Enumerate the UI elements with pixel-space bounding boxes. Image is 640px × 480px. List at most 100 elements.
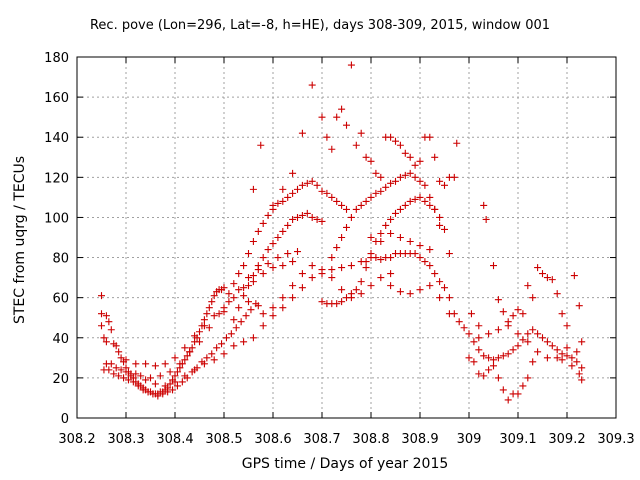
data-point (132, 370, 140, 378)
data-point (338, 264, 346, 272)
data-point (105, 318, 113, 326)
data-point (578, 338, 586, 346)
data-point (470, 358, 478, 366)
data-point (539, 270, 546, 278)
data-point (441, 181, 448, 189)
data-point (377, 274, 385, 282)
data-point (100, 334, 108, 342)
data-point (107, 326, 115, 334)
data-point (416, 286, 424, 294)
data-point (102, 338, 110, 346)
data-point (347, 262, 355, 270)
data-point (181, 344, 189, 352)
data-point (142, 376, 150, 384)
data-point (514, 342, 522, 350)
data-point (132, 360, 140, 368)
data-point (235, 286, 243, 294)
data-point (279, 197, 287, 205)
data-point (105, 366, 113, 374)
data-point (151, 380, 159, 388)
data-point (543, 274, 551, 282)
grid-lines (77, 57, 616, 418)
data-point (573, 358, 581, 366)
data-point (490, 262, 497, 270)
data-point (318, 298, 326, 306)
data-point (543, 354, 551, 362)
data-point (347, 290, 355, 298)
data-point (210, 312, 218, 320)
data-point (416, 157, 424, 165)
data-point (514, 330, 522, 338)
data-point (529, 294, 537, 302)
data-point (328, 145, 336, 153)
data-point (401, 149, 409, 157)
data-point (529, 326, 537, 334)
data-point (156, 372, 164, 380)
data-point (196, 338, 203, 346)
data-point (480, 372, 488, 380)
data-point (164, 388, 172, 396)
data-point (563, 344, 571, 352)
data-point (519, 336, 527, 344)
data-point (338, 286, 346, 294)
data-point (308, 262, 316, 270)
data-point (575, 370, 583, 378)
data-point (98, 292, 105, 300)
data-point (387, 254, 395, 262)
data-point (441, 284, 448, 292)
data-point (225, 298, 233, 306)
data-point (396, 141, 404, 149)
data-point (377, 229, 385, 237)
data-point (191, 366, 199, 374)
data-point (480, 352, 488, 360)
data-point (431, 205, 439, 213)
data-point (235, 304, 243, 312)
data-point (416, 242, 424, 250)
data-point (362, 264, 370, 272)
data-point (122, 356, 130, 364)
data-point (485, 366, 493, 374)
data-point (240, 262, 248, 270)
data-point (134, 382, 142, 390)
data-point (129, 378, 137, 386)
data-point (357, 201, 365, 209)
y-tick-label: 60 (52, 292, 69, 307)
data-point (426, 282, 434, 290)
data-point (519, 310, 527, 318)
data-point (436, 278, 444, 286)
data-point (166, 380, 174, 388)
data-point (284, 193, 292, 201)
data-point (406, 169, 414, 177)
data-point (203, 310, 211, 318)
data-point (377, 256, 385, 264)
data-point (575, 302, 583, 310)
data-point (343, 121, 350, 129)
data-point (499, 352, 507, 360)
data-point (294, 213, 301, 221)
data-point (289, 189, 297, 197)
y-tick-label: 0 (61, 412, 69, 427)
data-point (245, 282, 252, 290)
data-point (475, 346, 483, 354)
data-point (475, 322, 483, 330)
data-point (460, 324, 468, 332)
data-point (289, 282, 297, 290)
data-point (220, 308, 228, 316)
data-point (230, 280, 238, 288)
data-point (308, 274, 316, 282)
data-point (176, 360, 184, 368)
data-point (151, 362, 159, 370)
x-tick-label: 309.1 (499, 432, 536, 447)
data-point (249, 238, 257, 246)
data-point (445, 310, 453, 318)
data-point (467, 310, 475, 318)
x-tick-label: 309.2 (548, 432, 585, 447)
data-point (362, 153, 370, 161)
data-point (367, 282, 375, 290)
data-point (245, 274, 252, 282)
data-point (426, 246, 434, 254)
data-point (225, 290, 233, 298)
data-point (137, 372, 145, 380)
x-tick-label: 309 (457, 432, 482, 447)
